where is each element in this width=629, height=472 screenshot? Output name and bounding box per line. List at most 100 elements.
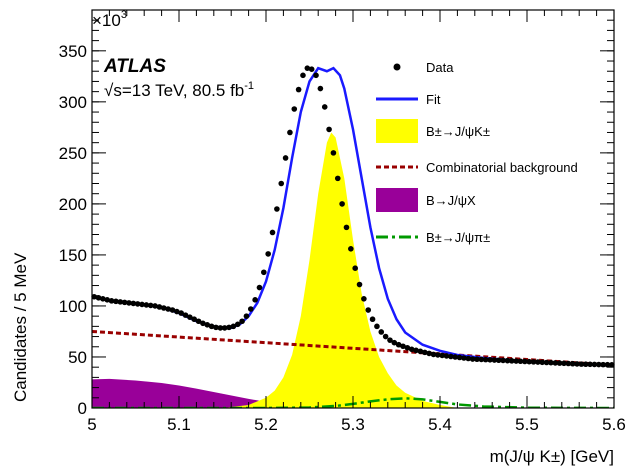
data-point <box>539 359 546 366</box>
legend-combinatorial-label: Combinatorial background <box>426 160 578 175</box>
data-point <box>543 359 550 366</box>
data-point <box>95 294 102 301</box>
data-point <box>439 352 445 359</box>
y-tick-label: 50 <box>68 348 87 367</box>
data-point <box>369 316 376 323</box>
data-point <box>452 354 459 360</box>
data-point <box>513 358 519 364</box>
data-point <box>526 358 532 365</box>
data-point <box>247 306 254 312</box>
data-point <box>413 347 419 354</box>
data-point <box>295 86 302 93</box>
data-point <box>230 323 237 330</box>
data-point <box>478 356 485 363</box>
data-point <box>104 297 111 303</box>
data-point <box>117 299 124 305</box>
x-tick-label: 5.6 <box>602 415 626 434</box>
data-point <box>169 307 176 313</box>
data-point <box>343 224 350 231</box>
data-point <box>448 353 454 360</box>
data-point <box>365 307 372 313</box>
data-point <box>191 316 198 323</box>
legend-data-label: Data <box>426 60 454 75</box>
bjpsipi-line <box>92 397 614 408</box>
data-point <box>291 106 298 112</box>
data-point <box>221 325 228 331</box>
energy-label-main: √s=13 TeV, 80.5 fb <box>104 81 244 100</box>
data-point <box>178 310 184 316</box>
x-tick-label: 5 <box>87 415 96 434</box>
data-point <box>356 281 363 288</box>
data-point <box>600 361 606 368</box>
data-point <box>556 360 563 366</box>
data-point <box>143 302 150 308</box>
data-point <box>391 339 398 346</box>
data-point <box>552 360 559 366</box>
data-point <box>334 175 341 182</box>
data-point <box>582 361 589 368</box>
data-point <box>561 360 567 367</box>
data-point <box>282 155 289 161</box>
data-point <box>300 72 306 79</box>
y-axis-label: Candidates / 5 MeV <box>11 252 30 402</box>
data-point <box>595 361 602 368</box>
data-point <box>226 324 232 331</box>
data-point <box>382 333 389 340</box>
data-point <box>404 344 411 351</box>
legend-signal-label: B±→J/ψK± <box>426 124 490 139</box>
data-point <box>508 358 515 364</box>
y-axis-multiplier-base: ×10 <box>92 11 121 30</box>
y-tick-label: 150 <box>59 246 87 265</box>
data-point <box>182 312 189 318</box>
data-point <box>548 359 554 366</box>
legend-bjpsix-swatch <box>376 188 418 212</box>
data-point <box>108 298 115 304</box>
x-tick-label: 5.2 <box>254 415 278 434</box>
data-point <box>287 129 293 136</box>
y-tick-label: 350 <box>59 42 87 61</box>
data-point <box>160 305 167 311</box>
data-point <box>361 296 367 302</box>
data-point <box>308 66 315 72</box>
data-point <box>530 359 537 365</box>
legend-fit-label: Fit <box>426 92 441 107</box>
axis-tick-labels: 5 5.1 5.2 5.3 5.4 5.5 5.6 0 50 100 150 200 250 300 350 <box>59 42 626 434</box>
data-point <box>165 306 171 312</box>
data-point <box>591 361 598 368</box>
data-point <box>574 361 580 367</box>
data-point <box>274 206 280 212</box>
data-point <box>387 337 393 343</box>
data-point <box>487 357 493 363</box>
data-point <box>330 150 337 156</box>
data-point <box>352 265 358 271</box>
y-axis-multiplier-exp: 3 <box>121 9 127 21</box>
data-point <box>417 348 424 355</box>
data-point <box>408 346 415 353</box>
data-point <box>261 269 267 276</box>
data-point <box>522 358 528 365</box>
data-point <box>204 322 211 328</box>
data-point <box>278 180 285 187</box>
data-point <box>400 343 406 350</box>
data-point <box>461 355 467 361</box>
legend-bjpsipi-label: B±→J/ψπ± <box>426 230 490 245</box>
legend-signal-swatch <box>376 119 418 143</box>
data-point <box>474 356 480 363</box>
data-point <box>348 246 354 252</box>
data-point <box>504 357 511 364</box>
data-point <box>578 361 585 367</box>
data-point <box>565 360 572 367</box>
data-point <box>569 360 576 367</box>
data-point <box>321 104 328 110</box>
data-point <box>130 300 137 307</box>
axis-ticks <box>91 9 615 409</box>
data-point <box>234 321 241 328</box>
data-point <box>187 314 193 320</box>
data-point <box>443 353 450 359</box>
data-point <box>395 341 402 348</box>
y-axis-multiplier: ×103 <box>92 9 127 30</box>
data-point <box>374 323 380 330</box>
y-tick-label: 300 <box>59 93 87 112</box>
y-tick-label: 0 <box>78 399 87 418</box>
